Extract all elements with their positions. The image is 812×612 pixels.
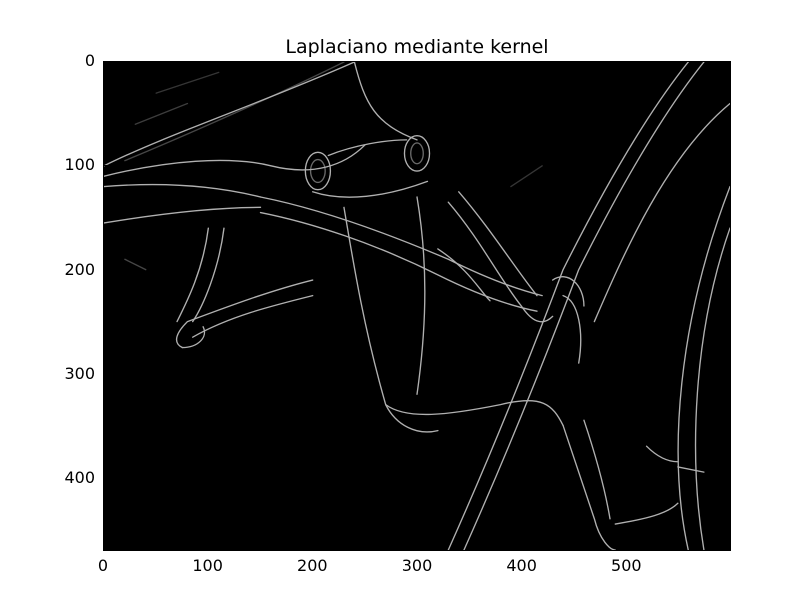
y-tick-label: 200 — [64, 259, 95, 279]
x-tick-label: 100 — [192, 556, 223, 575]
x-tick-mark — [312, 546, 314, 551]
y-tick-label: 100 — [64, 155, 95, 175]
x-tick-mark — [626, 546, 628, 551]
x-tick-mark — [207, 546, 209, 551]
laplacian-edge-image — [104, 62, 730, 550]
x-tick-mark — [521, 546, 523, 551]
plot-title: Laplaciano mediante kernel — [285, 36, 549, 58]
x-tick-label: 200 — [297, 556, 328, 575]
x-tick-label: 0 — [97, 556, 109, 575]
x-tick-mark — [103, 546, 104, 551]
y-tick-mark — [103, 373, 108, 375]
image-axes — [103, 61, 731, 551]
x-tick-label: 300 — [401, 556, 433, 575]
y-tick-label: 300 — [64, 363, 95, 383]
y-tick-label: 400 — [64, 468, 95, 488]
y-tick-mark — [103, 165, 108, 167]
x-tick-label: 400 — [506, 556, 537, 575]
x-tick-label: 500 — [611, 556, 642, 575]
y-tick-mark — [103, 269, 108, 271]
y-tick-mark — [103, 478, 108, 480]
y-tick-mark — [103, 61, 108, 62]
y-tick-label: 0 — [84, 51, 95, 70]
x-tick-mark — [417, 546, 418, 551]
